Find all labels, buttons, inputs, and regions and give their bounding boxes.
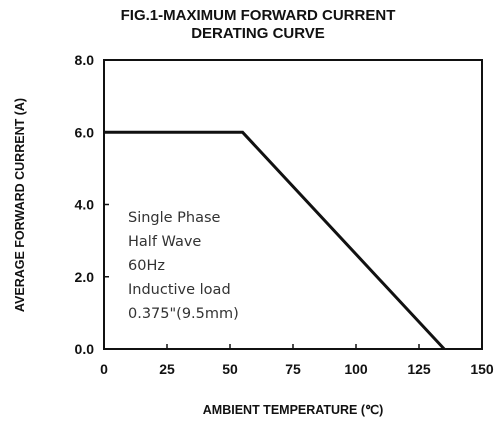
- derating-curve-line: [104, 130, 446, 351]
- annotation-line-5: 0.375"(9.5mm): [128, 306, 239, 322]
- series-group: [104, 130, 446, 351]
- annotation-line-4: Inductive load: [128, 282, 231, 298]
- plot-frame: [103, 59, 483, 350]
- y-tick-label: 0.0: [75, 341, 95, 357]
- x-tick-label: 75: [285, 361, 301, 377]
- y-tick-label: 6.0: [75, 124, 95, 140]
- x-axis-ticks: 0 25 50 75 100 125 150: [100, 344, 494, 377]
- y-axis-label: AVERAGE FORWARD CURRENT (A): [13, 98, 27, 312]
- x-tick-label: 100: [344, 361, 368, 377]
- y-tick-label: 2.0: [75, 269, 95, 285]
- x-tick-label: 125: [407, 361, 431, 377]
- x-tick-label: 0: [100, 361, 108, 377]
- x-tick-label: 25: [159, 361, 175, 377]
- conditions-annotation: Single Phase Half Wave 60Hz Inductive lo…: [128, 210, 239, 322]
- annotation-line-3: 60Hz: [128, 258, 165, 274]
- x-axis-label: AMBIENT TEMPERATURE (℃): [203, 403, 383, 417]
- x-tick-label: 150: [470, 361, 494, 377]
- chart-title-line-1: FIG.1-MAXIMUM FORWARD CURRENT: [121, 7, 396, 24]
- y-tick-label: 4.0: [75, 197, 95, 213]
- y-tick-label: 8.0: [75, 52, 95, 68]
- annotation-line-1: Single Phase: [128, 210, 221, 226]
- annotation-line-2: Half Wave: [128, 234, 201, 250]
- chart-title-line-2: DERATING CURVE: [191, 25, 325, 42]
- x-tick-label: 50: [222, 361, 238, 377]
